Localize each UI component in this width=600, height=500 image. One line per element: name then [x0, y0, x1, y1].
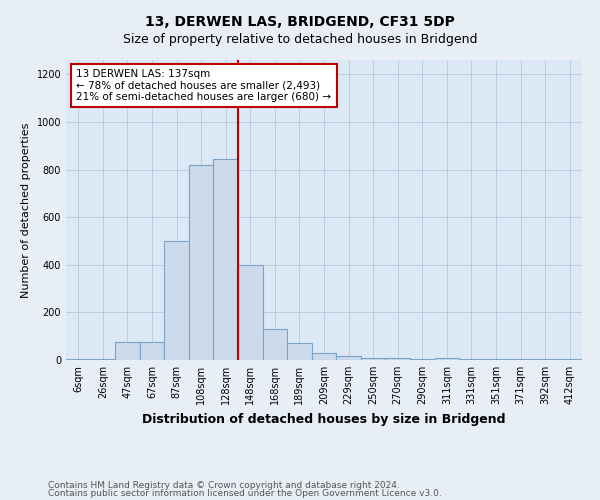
- Bar: [140, 342, 164, 360]
- Bar: [164, 241, 189, 360]
- Bar: [385, 358, 410, 360]
- Bar: [189, 165, 214, 360]
- Bar: [361, 358, 385, 360]
- Bar: [214, 159, 238, 360]
- Text: 13, DERWEN LAS, BRIDGEND, CF31 5DP: 13, DERWEN LAS, BRIDGEND, CF31 5DP: [145, 15, 455, 29]
- Text: Size of property relative to detached houses in Bridgend: Size of property relative to detached ho…: [123, 32, 477, 46]
- Bar: [263, 329, 287, 360]
- Y-axis label: Number of detached properties: Number of detached properties: [21, 122, 31, 298]
- Text: Contains public sector information licensed under the Open Government Licence v3: Contains public sector information licen…: [48, 489, 442, 498]
- Bar: [312, 353, 336, 360]
- Bar: [484, 359, 508, 360]
- Bar: [336, 356, 361, 360]
- Bar: [238, 265, 263, 360]
- Bar: [287, 344, 312, 360]
- Text: Contains HM Land Registry data © Crown copyright and database right 2024.: Contains HM Land Registry data © Crown c…: [48, 480, 400, 490]
- Bar: [410, 359, 434, 360]
- Text: 13 DERWEN LAS: 137sqm
← 78% of detached houses are smaller (2,493)
21% of semi-d: 13 DERWEN LAS: 137sqm ← 78% of detached …: [76, 69, 331, 102]
- Bar: [434, 358, 459, 360]
- X-axis label: Distribution of detached houses by size in Bridgend: Distribution of detached houses by size …: [142, 412, 506, 426]
- Bar: [115, 342, 140, 360]
